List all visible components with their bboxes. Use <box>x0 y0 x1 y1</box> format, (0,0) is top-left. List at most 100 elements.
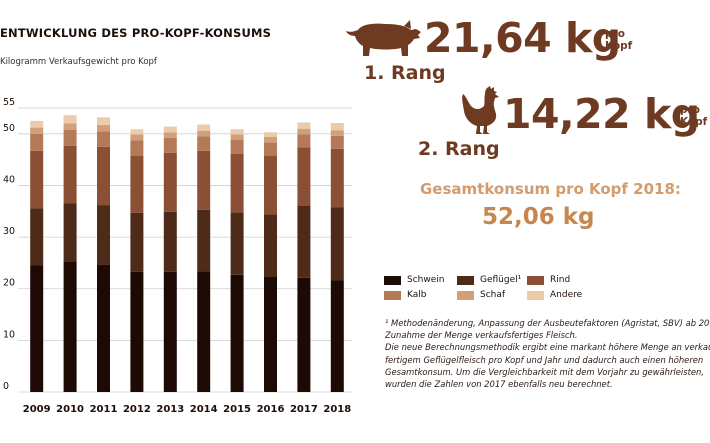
stacked-bar-chart: 0 10 20 30 40 50 55 2009 2010 2011 2012 2013 2014 201… <box>3 97 352 415</box>
bar-segment-schaf <box>130 134 144 141</box>
bar-segment-schwein <box>30 265 44 392</box>
total-consumption-value: 52,06 kg <box>482 204 595 230</box>
bar-segment-schwein <box>197 271 211 392</box>
y-tick-label: 50 <box>3 123 15 134</box>
bar-segment-schaf <box>264 136 277 143</box>
bar-segment-andere <box>330 122 344 131</box>
x-tick-label: 2011 <box>90 404 118 415</box>
bar-segment-geflgel <box>30 208 44 266</box>
bar-segment-rind <box>297 147 311 206</box>
bar-segment-andere <box>130 129 144 135</box>
y-tick-label: 10 <box>3 329 15 340</box>
footnote-line: ¹ Methodenänderung, Anpassung der Ausbeu… <box>385 318 710 328</box>
bar-segment-geflgel <box>63 203 77 262</box>
bar-segment-geflgel <box>197 209 211 272</box>
legend-swatch <box>457 290 474 300</box>
legend-swatch <box>527 290 544 300</box>
bar-segment-andere <box>264 132 277 137</box>
bar-segment-kalb <box>63 129 77 146</box>
legend-swatch <box>384 275 401 285</box>
legend-item: Kalb <box>384 290 426 300</box>
chicken-icon <box>462 86 499 134</box>
y-tick-label: 20 <box>3 278 15 289</box>
footnote: ¹ Methodenänderung, Anpassung der Ausbeu… <box>385 317 710 390</box>
bar-segment-schwein <box>97 264 110 392</box>
legend-label: Kalb <box>407 290 427 300</box>
bar-segment-andere <box>197 124 211 131</box>
bar-segment-rind <box>264 156 277 215</box>
x-tick-label: 2016 <box>257 404 285 415</box>
x-tick-label: 2013 <box>156 404 184 415</box>
poultry-value: 14,22 kg <box>503 90 700 138</box>
legend-label: Schaf <box>480 290 506 300</box>
bar-segment-andere <box>297 122 311 129</box>
bar-segment-rind <box>30 150 44 209</box>
chart-title: ENTWICKLUNG DES PRO-KOPF-KONSUMS <box>0 26 272 40</box>
y-tick-label: 30 <box>3 226 15 237</box>
bar-segment-rind <box>97 146 110 206</box>
x-tick-label: 2012 <box>123 404 151 415</box>
legend-item: Rind <box>527 275 570 285</box>
pork-value: 21,64 kg <box>424 14 621 62</box>
bar-segment-geflgel <box>264 214 277 277</box>
bar-segment-schwein <box>297 277 311 392</box>
legend-item: Andere <box>527 290 582 300</box>
bar-segment-andere <box>63 115 77 124</box>
bar-segment-rind <box>230 153 244 213</box>
bar-segment-schwein <box>330 280 344 392</box>
y-tick-label: 55 <box>3 97 15 108</box>
legend-label: Andere <box>550 290 583 300</box>
legend-label: Schwein <box>407 275 445 285</box>
x-tick-label: 2017 <box>290 404 318 415</box>
bar-segment-geflgel <box>230 212 244 275</box>
footnote-line: fertigem Geflügelfleisch pro Kopf und Ja… <box>385 354 704 365</box>
legend-item: Geflügel¹ <box>457 275 521 285</box>
bar-segment-andere <box>163 126 177 133</box>
x-tick-label: 2010 <box>56 404 84 415</box>
bar-segment-kalb <box>264 142 277 157</box>
footnote-line: Zunahme der Menge verkaufsfertiges Fleis… <box>385 330 578 341</box>
bar-segment-andere <box>97 117 110 126</box>
legend-swatch <box>384 290 401 300</box>
x-tick-label: 2009 <box>23 404 51 415</box>
bar-segment-schaf <box>97 125 110 132</box>
bar-segment-geflgel <box>163 211 177 272</box>
poultry-rank: 2. Rang <box>418 138 500 160</box>
bar-segment-schwein <box>63 261 77 392</box>
bar-segment-kalb <box>163 137 177 153</box>
poultry-per-capita-label: pro Kopf <box>680 104 708 128</box>
bar-segment-geflgel <box>297 205 311 278</box>
bar-segment-geflgel <box>330 207 344 281</box>
bar-segment-kalb <box>97 131 110 147</box>
legend-item: Schwein <box>384 275 444 285</box>
legend-item: Schaf <box>457 290 505 300</box>
bar-segment-rind <box>63 145 77 204</box>
bar-segment-rind <box>197 150 211 210</box>
bar-segment-kalb <box>130 140 144 157</box>
y-tick-label: 40 <box>3 174 15 185</box>
bar-segment-schwein <box>163 271 177 392</box>
bar-segment-geflgel <box>130 212 144 272</box>
bar-segment-schaf <box>163 132 177 138</box>
bar-segment-andere <box>30 120 44 128</box>
y-tick-label: 0 <box>3 381 9 392</box>
pork-per-capita-label: pro Kopf <box>605 28 633 52</box>
footnote-line: Die neue Berechnungsmethodik ergibt eine… <box>385 342 710 353</box>
legend-label: Rind <box>550 275 571 285</box>
bar-segment-rind <box>163 152 177 212</box>
footnote-line: wurden die Zahlen von 2017 ebenfalls neu… <box>385 379 613 390</box>
bar-segment-schaf <box>230 134 244 141</box>
bar-segment-kalb <box>197 136 211 151</box>
bar-segment-schwein <box>264 276 277 392</box>
bar-segment-rind <box>130 156 144 213</box>
footnote-line: Gesamtkonsum. Um die Vergleichbarkeit mi… <box>385 366 705 377</box>
bar-segment-schwein <box>130 271 144 392</box>
bar-segment-schaf <box>197 130 211 137</box>
legend-label: Geflügel¹ <box>480 275 522 285</box>
x-tick-label: 2014 <box>190 404 218 415</box>
total-consumption-label: Gesamtkonsum pro Kopf 2018: <box>420 180 681 198</box>
bar-segment-schwein <box>230 274 244 392</box>
bar-segment-kalb <box>330 135 344 149</box>
bar-segment-schaf <box>297 128 311 135</box>
bar-segment-kalb <box>30 133 44 151</box>
